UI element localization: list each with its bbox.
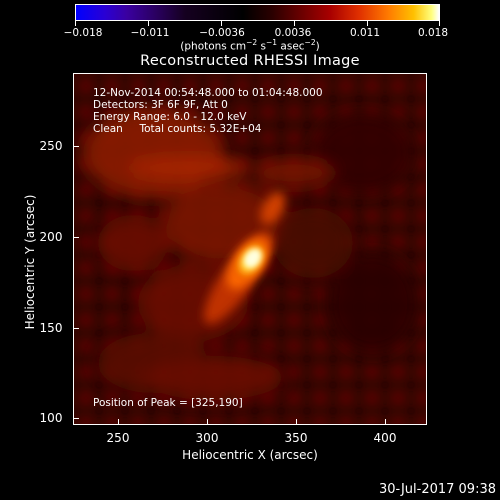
colorbar — [75, 4, 440, 21]
y-tick-label: 100 — [39, 411, 63, 425]
x-tick-mark — [385, 419, 386, 425]
colorbar-tick — [367, 21, 368, 26]
y-tick-label: 200 — [39, 230, 63, 244]
y-tick-label: 150 — [39, 321, 63, 335]
image-title: Reconstructed RHESSI Image — [140, 53, 360, 69]
colorbar-tick — [221, 21, 222, 26]
y-tick-label: 250 — [39, 139, 63, 153]
colorbar-tick-label: −0.011 — [130, 27, 170, 39]
x-tick-mark — [296, 419, 297, 425]
y-tick-mark — [73, 146, 79, 147]
colorbar-tick-label: 0.0036 — [274, 27, 312, 39]
x-axis-label: Heliocentric X (arcsec) — [182, 448, 318, 462]
x-tick-mark — [118, 419, 119, 425]
colorbar-tick-label: −0.018 — [63, 27, 103, 39]
colorbar-tick — [439, 21, 440, 26]
rhessi-map — [73, 73, 427, 425]
colorbar-tick — [75, 21, 76, 26]
energy-range-text: Energy Range: 6.0 - 12.0 keV — [93, 111, 247, 123]
y-tick-mark — [73, 418, 79, 419]
colorbar-tick-label: −0.0036 — [199, 27, 245, 39]
colorbar-tick — [148, 21, 149, 26]
x-tick-label: 250 — [106, 431, 130, 445]
x-tick-label: 400 — [373, 431, 397, 445]
peak-position-text: Position of Peak = [325,190] — [93, 397, 243, 409]
y-axis-label: Heliocentric Y (arcsec) — [23, 194, 37, 330]
x-tick-mark — [207, 419, 208, 425]
colorbar-tick-label: 0.011 — [349, 27, 381, 39]
colorbar-tick — [294, 21, 295, 26]
y-tick-mark — [73, 237, 79, 238]
time-range-text: 12-Nov-2014 00:54:48.000 to 01:04:48.000 — [93, 87, 323, 99]
colorbar-units: (photons cm−2 s−1 asec−2) — [180, 38, 320, 53]
x-tick-label: 350 — [284, 431, 308, 445]
detectors-text: Detectors: 3F 6F 9F, Att 0 — [93, 99, 228, 111]
y-tick-mark — [73, 328, 79, 329]
clean-counts-text: Clean Total counts: 5.32E+04 — [93, 123, 262, 135]
datestamp: 30-Jul-2017 09:38 — [378, 482, 496, 497]
x-tick-label: 300 — [195, 431, 219, 445]
colorbar-tick-label: 0.018 — [417, 27, 449, 39]
rhessi-image — [73, 73, 427, 425]
